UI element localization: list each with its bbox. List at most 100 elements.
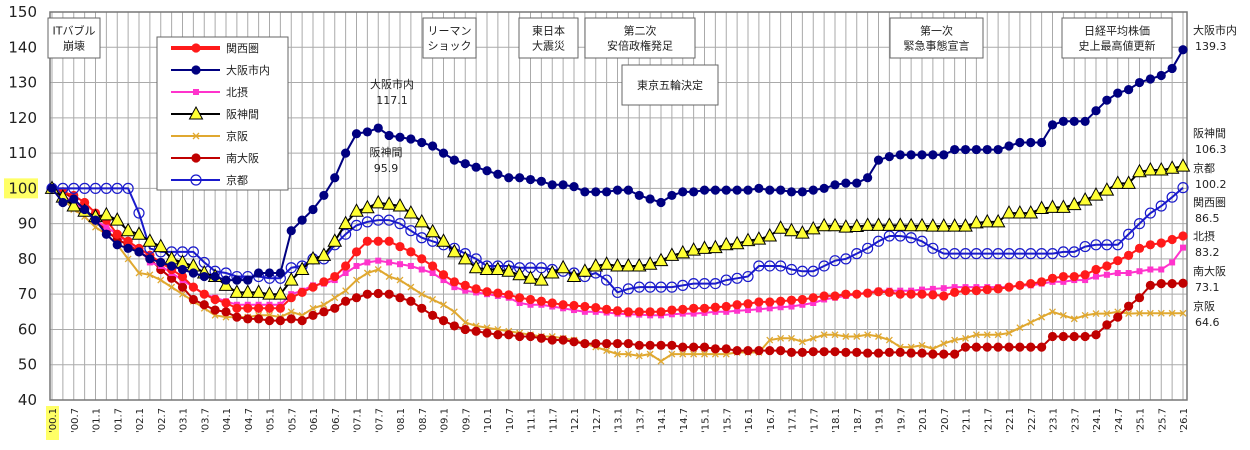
data-point (853, 333, 861, 340)
data-point (634, 190, 644, 201)
data-point (863, 288, 873, 298)
data-point (916, 235, 928, 247)
data-point (360, 199, 375, 214)
data-point (894, 230, 906, 242)
data-point (697, 240, 712, 254)
data-point (635, 352, 643, 360)
data-point (895, 289, 905, 299)
data-point (395, 241, 405, 252)
data-point (1147, 266, 1154, 273)
data-point (1113, 256, 1123, 266)
data-point (1091, 264, 1101, 275)
x-tick-label: '11.7 (548, 408, 559, 433)
data-point (1057, 246, 1069, 258)
data-point (417, 303, 427, 313)
data-point (666, 281, 678, 293)
data-point (938, 248, 950, 260)
data-point (1026, 342, 1036, 352)
data-point (765, 297, 775, 307)
data-point (47, 183, 57, 193)
x-tick-label: '06.7 (331, 408, 342, 433)
x-tick: '19.1 (875, 408, 886, 433)
x-tick: '10.7 (505, 408, 516, 433)
data-point (493, 169, 503, 179)
data-point (690, 350, 698, 358)
data-point (677, 279, 689, 291)
data-point (188, 282, 198, 292)
data-point (721, 301, 731, 312)
data-point (732, 300, 742, 310)
data-point (1179, 309, 1187, 317)
data-point (1124, 85, 1134, 95)
data-point (406, 134, 416, 144)
data-point (1003, 248, 1015, 260)
data-point (732, 346, 742, 356)
data-point (527, 301, 534, 308)
data-point (981, 248, 993, 260)
data-point (188, 268, 198, 278)
x-tick-label: '08.7 (418, 408, 429, 433)
data-point (516, 300, 523, 306)
x-tick-label: '08.1 (396, 408, 407, 433)
x-tick-label: '04.1 (222, 408, 233, 433)
data-point (993, 342, 1003, 352)
y-axis: 40 50 60 70 80 90 100 110 120 130 140 150 (4, 3, 38, 409)
x-tick-label: '19.7 (896, 408, 907, 433)
data-point (122, 182, 134, 194)
data-point (656, 340, 666, 350)
data-point (251, 284, 266, 298)
data-point (762, 227, 778, 242)
data-point (710, 344, 720, 354)
data-point (754, 183, 764, 193)
data-point (525, 174, 536, 185)
legend-label: 北摂 (226, 85, 248, 99)
data-point (340, 228, 352, 240)
x-tick: '12.7 (592, 408, 603, 433)
annotation-box (889, 17, 984, 59)
data-point (112, 240, 122, 250)
data-point (374, 266, 382, 273)
data-point (569, 182, 579, 192)
data-point (1113, 312, 1123, 322)
data-point (66, 197, 82, 212)
x-tick-label: '05.1 (266, 408, 277, 433)
data-point (308, 204, 318, 215)
data-point (157, 276, 165, 284)
data-point (1133, 218, 1146, 230)
data-point (210, 294, 220, 305)
data-point (396, 276, 404, 284)
data-point (1066, 196, 1082, 211)
data-point (438, 270, 449, 280)
data-point (428, 261, 438, 271)
series-line (52, 186, 1184, 294)
data-point (788, 334, 795, 342)
data-point (558, 335, 568, 345)
y-tick-label: 140 (8, 38, 37, 56)
data-point (58, 197, 68, 208)
data-point (664, 247, 680, 261)
x-tick-label: '26.1 (1179, 408, 1190, 433)
data-point (351, 247, 362, 257)
data-point (1037, 342, 1047, 352)
data-point (534, 272, 549, 286)
data-point (699, 342, 710, 352)
data-point (449, 277, 459, 287)
data-point (819, 347, 829, 357)
end-label-value: 106.3 (1195, 143, 1227, 156)
data-point (906, 289, 916, 299)
data-point (827, 217, 843, 232)
data-point (69, 194, 79, 204)
data-point (785, 263, 798, 276)
x-tick-label: '00.7 (70, 408, 81, 433)
data-point (830, 347, 840, 357)
data-point (436, 233, 451, 247)
data-point (645, 194, 655, 204)
data-point (440, 277, 447, 284)
data-point (515, 293, 525, 303)
x-tick: '10.1 (483, 408, 494, 433)
data-point (504, 173, 514, 183)
data-point (1169, 259, 1176, 266)
x-tick-label: '16.7 (766, 408, 777, 433)
